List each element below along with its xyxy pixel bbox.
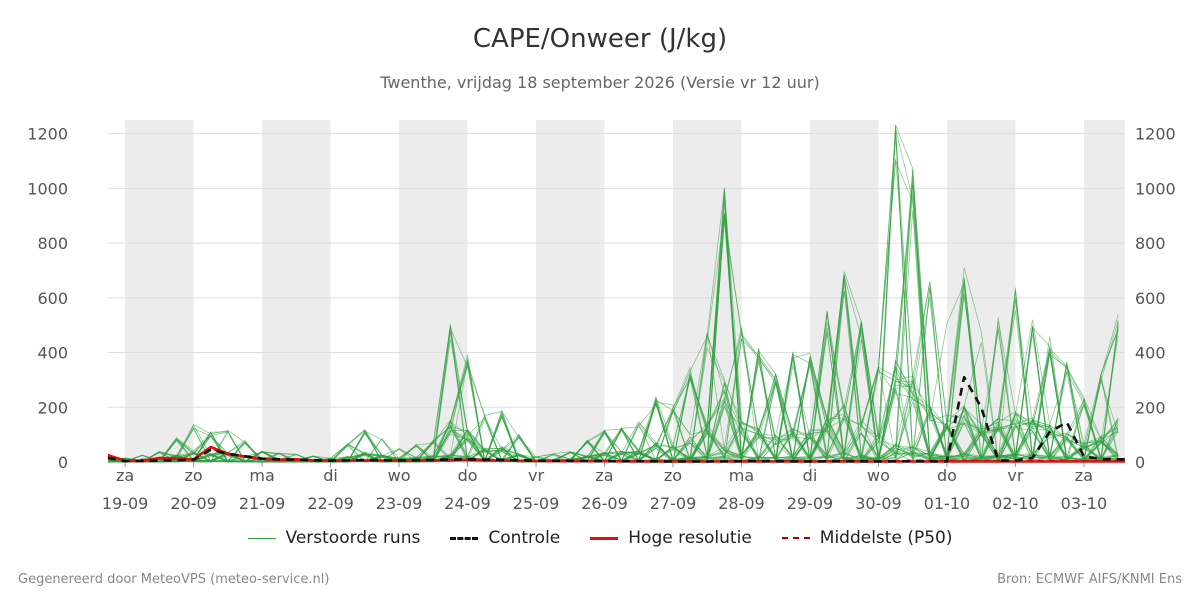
x-tick-day: zo bbox=[185, 466, 203, 485]
y-tick-label-right: 1000 bbox=[1135, 179, 1176, 198]
y-tick-label-right: 1200 bbox=[1135, 125, 1176, 144]
x-tick-day: ma bbox=[249, 466, 274, 485]
legend-label-hires: Hoge resolutie bbox=[628, 528, 752, 548]
chart-title: CAPE/Onweer (J/kg) bbox=[472, 24, 728, 54]
legend-swatch-hires bbox=[590, 536, 619, 540]
chart-plot: 0 0 200 200 400 400 600 600 800 800 1000 1000 1200 12… bbox=[27, 120, 1176, 513]
x-tick-day: za bbox=[595, 466, 613, 485]
legend-label-median: Middelste (P50) bbox=[819, 528, 953, 548]
y-tick-label-left: 0 bbox=[58, 453, 68, 472]
y-tick-label-right: 600 bbox=[1135, 289, 1166, 308]
y-tick-label-left: 800 bbox=[37, 234, 68, 253]
x-tick-date: 30-09 bbox=[855, 494, 902, 513]
x-tick-day: wo bbox=[388, 466, 411, 485]
x-tick-day: wo bbox=[867, 466, 890, 485]
y-tick-label-left: 400 bbox=[37, 344, 68, 363]
legend-swatch-control bbox=[450, 536, 479, 540]
x-tick-day: do bbox=[458, 466, 478, 485]
x-tick-date: 21-09 bbox=[239, 494, 286, 513]
shade-band bbox=[1083, 120, 1125, 462]
y-tick-label-left: 200 bbox=[37, 398, 68, 417]
x-tick-day: vr bbox=[1007, 466, 1023, 485]
x-tick-day: di bbox=[323, 466, 338, 485]
x-tick-date: 19-09 bbox=[102, 494, 149, 513]
x-tick-date: 28-09 bbox=[718, 494, 765, 513]
y-tick-label-right: 200 bbox=[1135, 398, 1166, 417]
x-tick-date: 02-10 bbox=[992, 494, 1039, 513]
legend-item-control[interactable]: Controle bbox=[450, 528, 560, 548]
legend: Verstoorde runs Controle Hoge resolutie … bbox=[0, 528, 1200, 548]
footer-credit: Gegenereerd door MeteoVPS (meteo-service… bbox=[18, 572, 330, 587]
x-tick-date: 27-09 bbox=[650, 494, 697, 513]
x-tick-date: 26-09 bbox=[581, 494, 628, 513]
x-tick-day: vr bbox=[528, 466, 544, 485]
y-tick-label-left: 1200 bbox=[27, 125, 68, 144]
x-tick-day: za bbox=[116, 466, 134, 485]
x-tick-date: 20-09 bbox=[170, 494, 217, 513]
legend-label-ensemble: Verstoorde runs bbox=[285, 528, 421, 548]
x-tick-day: di bbox=[803, 466, 818, 485]
shade-band bbox=[399, 120, 468, 462]
x-tick-day: ma bbox=[729, 466, 754, 485]
x-tick-date: 03-10 bbox=[1061, 494, 1108, 513]
ensemble-member-line bbox=[107, 277, 1119, 463]
legend-item-median[interactable]: Middelste (P50) bbox=[781, 528, 953, 548]
x-tick-day: za bbox=[1075, 466, 1093, 485]
shade-band bbox=[262, 120, 331, 462]
y-tick-label-right: 400 bbox=[1135, 344, 1166, 363]
ensemble-member-line bbox=[107, 192, 1119, 463]
x-tick-date: 22-09 bbox=[307, 494, 354, 513]
series-line-controle bbox=[107, 375, 1125, 463]
y-tick-label-right: 800 bbox=[1135, 234, 1166, 253]
legend-item-hires[interactable]: Hoge resolutie bbox=[590, 528, 752, 548]
y-tick-label-left: 600 bbox=[37, 289, 68, 308]
x-tick-date: 29-09 bbox=[787, 494, 834, 513]
footer-source: Bron: ECMWF AIFS/KNMI Ens bbox=[997, 572, 1182, 587]
x-tick-day: do bbox=[937, 466, 957, 485]
legend-label-control: Controle bbox=[488, 528, 561, 548]
x-tick-date: 25-09 bbox=[513, 494, 560, 513]
x-tick-date: 01-10 bbox=[924, 494, 971, 513]
legend-swatch-median bbox=[781, 537, 810, 539]
x-tick-date: 23-09 bbox=[376, 494, 423, 513]
shade-band bbox=[125, 120, 194, 462]
shade-band bbox=[536, 120, 605, 462]
chart-subtitle: Twenthe, vrijdag 18 september 2026 (Vers… bbox=[380, 73, 820, 92]
legend-item-ensemble[interactable]: Verstoorde runs bbox=[247, 528, 421, 548]
legend-swatch-ensemble bbox=[247, 537, 276, 539]
x-tick-date: 24-09 bbox=[444, 494, 491, 513]
y-tick-label-right: 0 bbox=[1135, 453, 1145, 472]
x-tick-day: zo bbox=[664, 466, 682, 485]
y-tick-label-left: 1000 bbox=[27, 179, 68, 198]
